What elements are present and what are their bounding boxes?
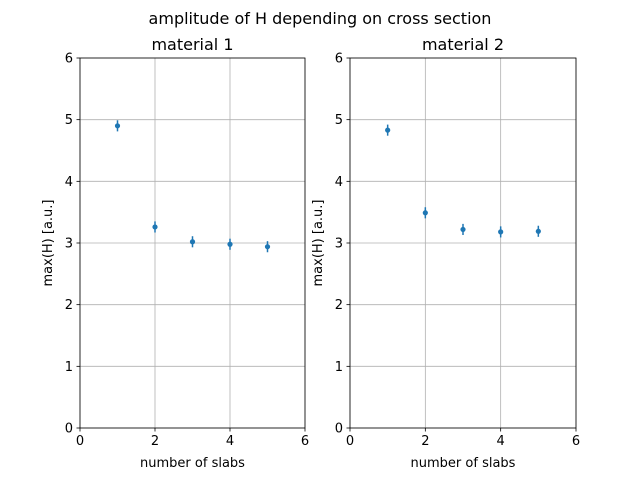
data-point <box>385 127 391 133</box>
data-point <box>189 239 196 245</box>
subplot-1: 0 2 4 6 0 1 2 3 4 5 6 material 1 number of slabs max(… <box>41 35 309 471</box>
y-axis-label: max(H) [a.u.] <box>311 200 326 287</box>
x-axis-label: number of slabs <box>140 456 245 471</box>
y-tick-label: 6 <box>335 52 343 67</box>
data-point <box>422 210 428 216</box>
x-tick-label: 4 <box>497 434 505 449</box>
y-tick-label: 3 <box>65 237 73 252</box>
data-point <box>227 241 233 247</box>
subplot-title: material 2 <box>422 35 504 54</box>
subplot-2: 0 2 4 6 0 1 2 3 4 5 6 material 2 number of slabs max(… <box>311 35 580 471</box>
data-point <box>264 244 271 250</box>
x-tick-label: 2 <box>421 434 429 449</box>
y-tick-label: 0 <box>335 422 343 437</box>
y-tick-label: 1 <box>335 360 343 375</box>
y-tick-label: 2 <box>335 298 343 313</box>
x-tick-label: 4 <box>226 434 234 449</box>
y-tick-label: 6 <box>65 52 73 67</box>
y-tick-label: 1 <box>65 360 73 375</box>
x-tick-label: 0 <box>76 434 84 449</box>
y-tick-label: 0 <box>65 422 73 437</box>
data-point <box>114 123 121 129</box>
x-tick-label: 6 <box>572 434 580 449</box>
data-point <box>498 229 504 235</box>
x-tick-label: 2 <box>151 434 159 449</box>
y-tick-label: 3 <box>335 237 343 252</box>
figure-suptitle: amplitude of H depending on cross sectio… <box>149 9 492 28</box>
x-tick-label: 6 <box>301 434 309 449</box>
data-point <box>535 228 541 234</box>
x-tick-label: 0 <box>346 434 354 449</box>
x-axis-label: number of slabs <box>411 456 516 471</box>
subplot-title: material 1 <box>151 35 233 54</box>
data-point <box>152 224 158 230</box>
data-point <box>460 226 466 233</box>
y-tick-label: 2 <box>65 298 73 313</box>
y-tick-label: 5 <box>65 113 73 128</box>
y-tick-label: 4 <box>65 175 73 190</box>
y-axis-label: max(H) [a.u.] <box>41 200 56 287</box>
y-tick-label: 4 <box>335 175 343 190</box>
y-tick-label: 5 <box>335 113 343 128</box>
